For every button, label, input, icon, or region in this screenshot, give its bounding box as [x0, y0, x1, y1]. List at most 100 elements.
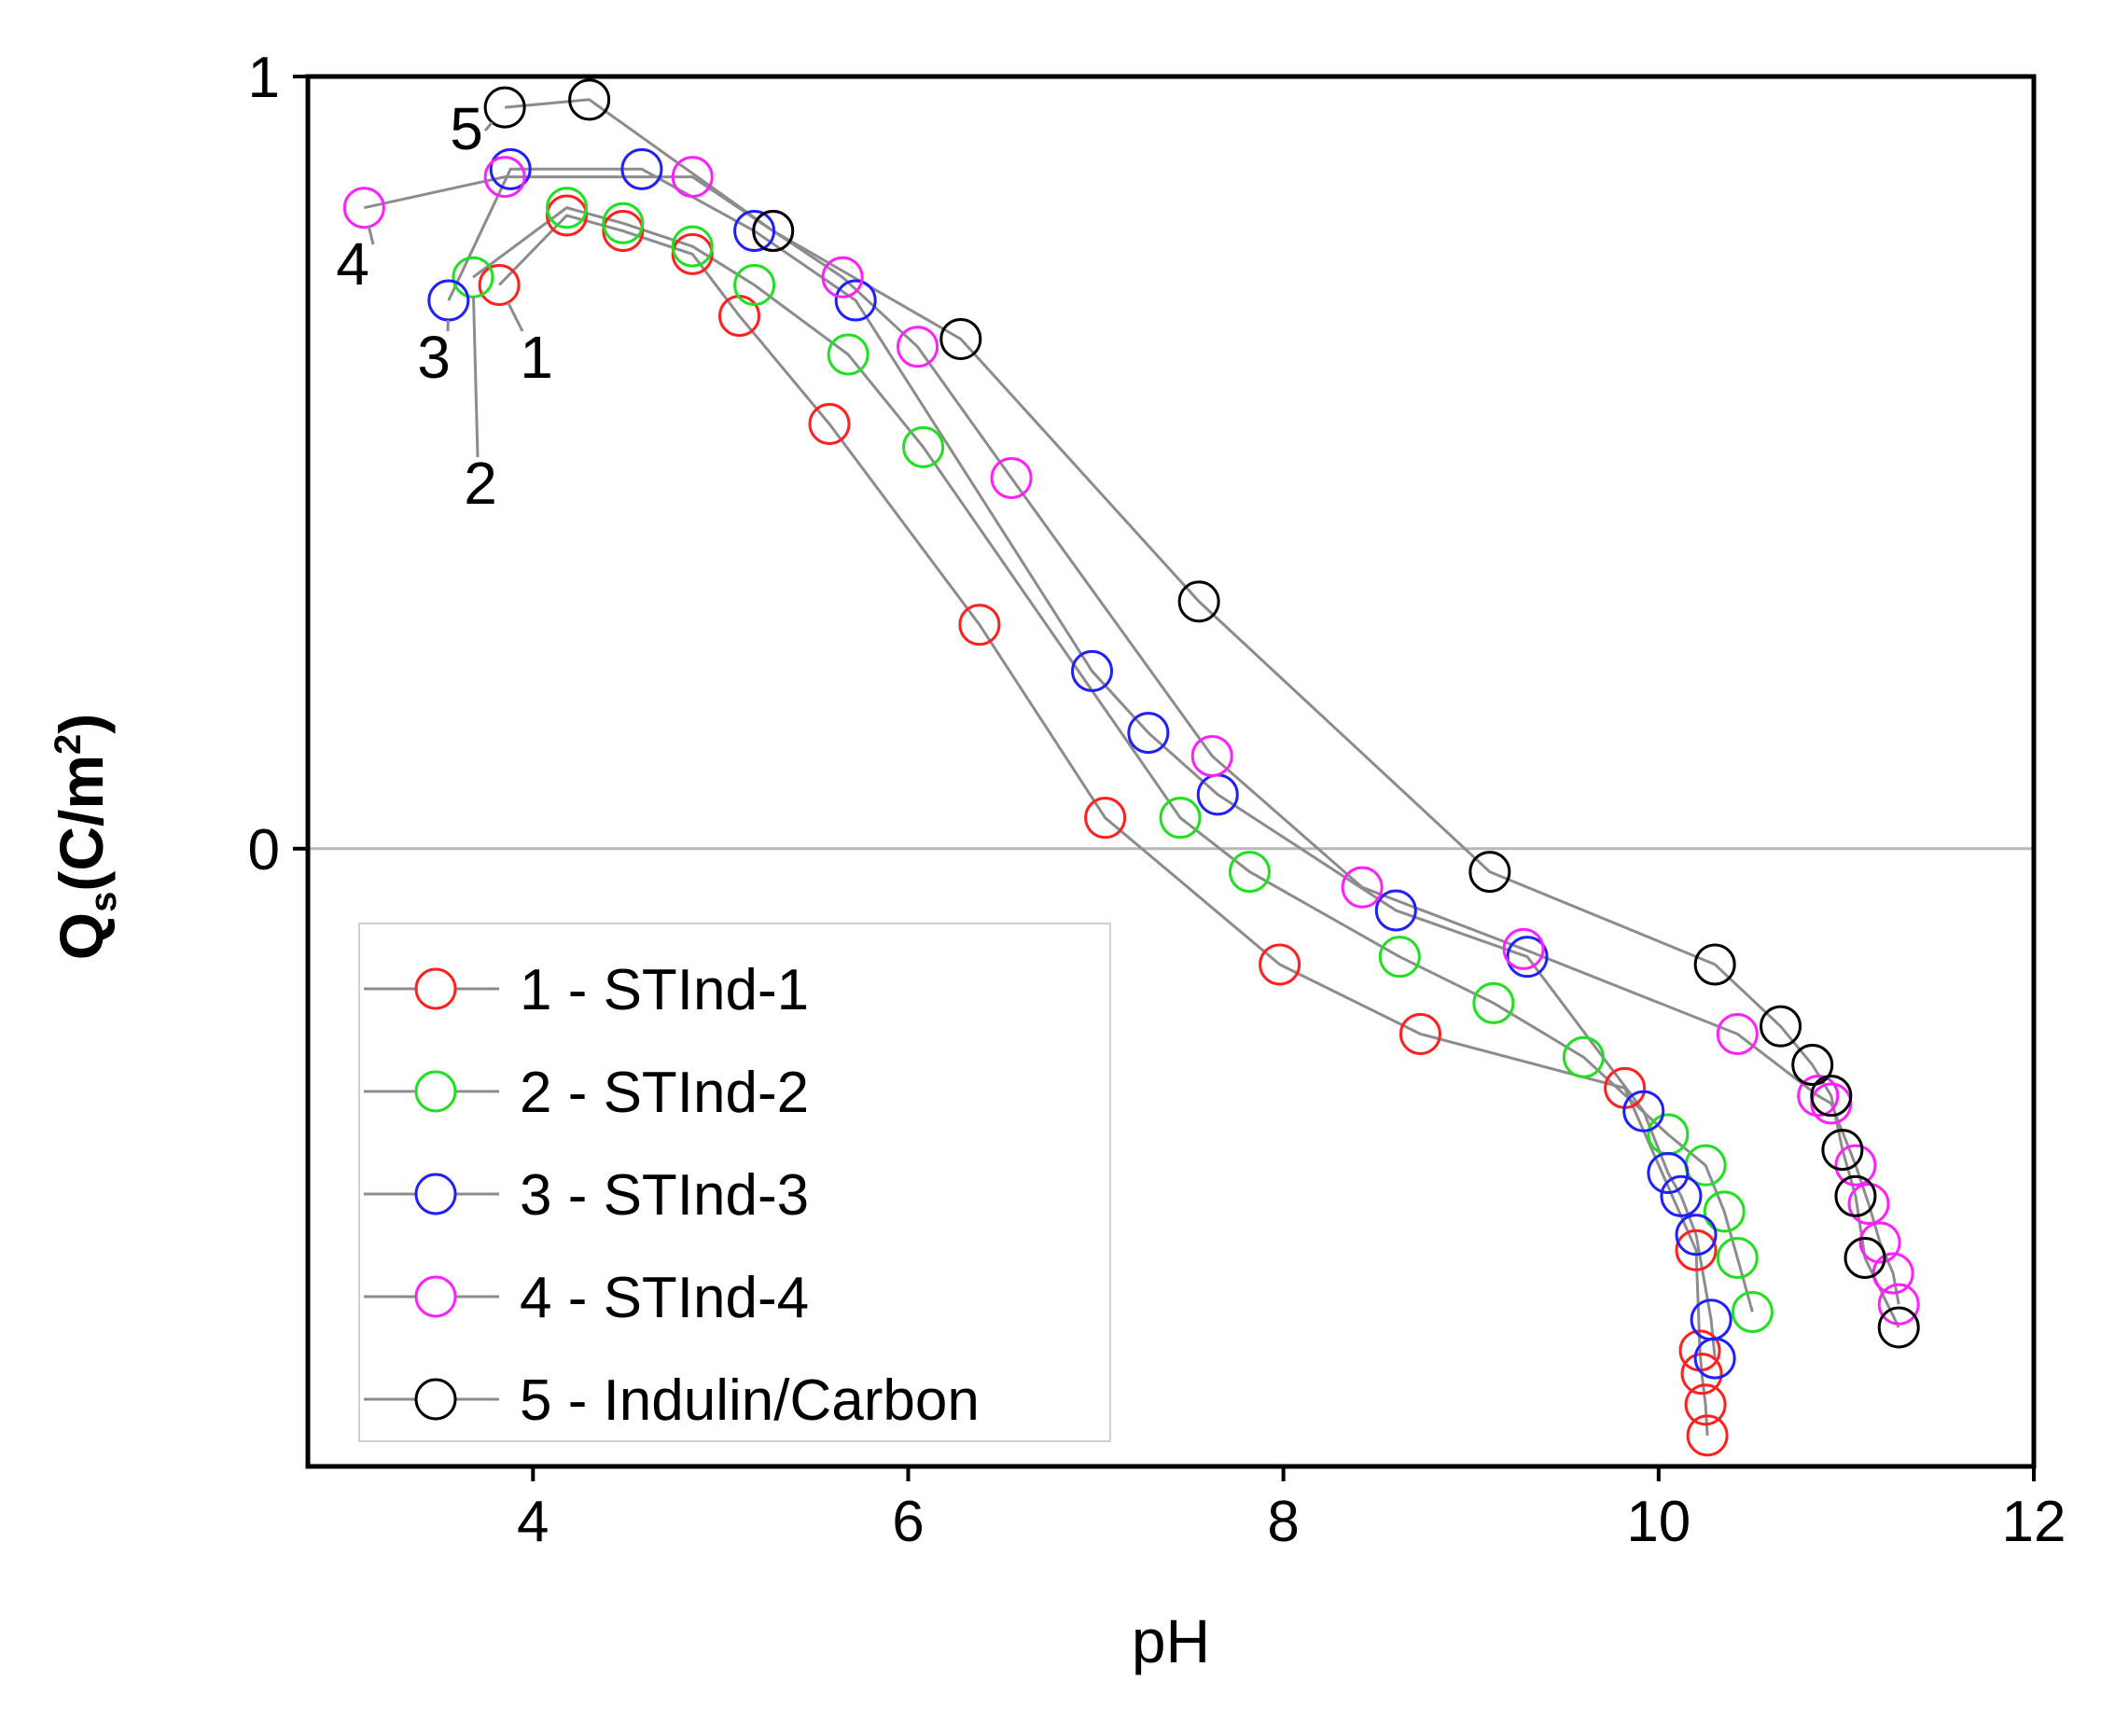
series-2-point [546, 187, 588, 229]
series-4-point [483, 156, 526, 199]
x-tick-label-8: 8 [1267, 1490, 1299, 1554]
series-1-point [1684, 1383, 1727, 1426]
series-3-point [427, 279, 470, 322]
series-4-point [1341, 866, 1384, 909]
legend-label-5: 5 - Indulin/Carbon [520, 1368, 980, 1433]
series-5-point [1810, 1075, 1853, 1118]
curve-label-1: 1 [520, 324, 553, 391]
series-2-point [1378, 936, 1421, 979]
series-5-point [752, 210, 795, 253]
x-tick-label-12: 12 [2002, 1490, 2066, 1554]
curve-label-5: 5 [450, 95, 483, 162]
series-1-point [1686, 1414, 1729, 1457]
series-3-point [489, 147, 532, 190]
series-1-point [602, 210, 645, 253]
x-tick-label-4: 4 [517, 1490, 549, 1554]
series-2-point [902, 425, 945, 468]
series-3-point [834, 279, 877, 322]
series-1-line [498, 214, 1709, 1436]
legend-marker-4 [414, 1275, 457, 1318]
legend-label-3: 3 - STInd-3 [520, 1163, 809, 1228]
series-3-point [1622, 1090, 1665, 1132]
series-3-point [620, 147, 663, 190]
series-3-point [1071, 649, 1114, 692]
x-tick-label-6: 6 [892, 1490, 924, 1554]
series-5-point [1877, 1306, 1920, 1349]
legend-marker-1 [414, 967, 457, 1010]
series-4-point [1834, 1144, 1877, 1187]
curve-label-1-leader [507, 301, 524, 332]
curve-label-4-leader [367, 226, 375, 245]
series-1-point [478, 264, 521, 306]
series-1-point [1259, 943, 1301, 986]
series-3-point [1647, 1151, 1690, 1194]
curve-label-3: 3 [417, 324, 451, 391]
plot-frame [305, 74, 2037, 1469]
series-4-point [1871, 1252, 1914, 1295]
series-5-point [1791, 1044, 1834, 1087]
y-tick-label-1: 1 [248, 46, 280, 110]
series-4-point [897, 326, 939, 368]
series-markers-layer [342, 78, 1920, 1457]
legend-marker-5 [414, 1378, 457, 1421]
series-2-point [602, 201, 645, 244]
y-axis-title-main: Q [47, 912, 116, 960]
legend-label-2: 2 - STInd-2 [520, 1061, 809, 1125]
series-3-point [1660, 1174, 1703, 1217]
y-tick-label-0: 0 [248, 818, 280, 882]
series-5-point [1834, 1174, 1877, 1217]
curve-label-4: 4 [336, 230, 369, 298]
series-1-point [671, 232, 714, 275]
legend: 1 - STInd-1 2 - STInd-2 3 - STInd-3 4 - STI… [358, 923, 1111, 1442]
series-1-point [1680, 1353, 1723, 1396]
series-3-point [733, 210, 776, 253]
series-3-point [1127, 712, 1170, 755]
series-5-point [568, 78, 611, 121]
series-5-point [483, 86, 526, 129]
series-5-point [939, 317, 982, 360]
series-4-point [1847, 1183, 1890, 1226]
series-2-point [1472, 981, 1515, 1024]
series-5-line [504, 98, 1900, 1328]
series-1-point [1675, 1229, 1718, 1271]
series-5-point [1821, 1129, 1864, 1172]
series-2-point [1159, 797, 1202, 840]
series-5-point [1844, 1237, 1886, 1279]
series-5-point [1468, 851, 1511, 894]
legend-label-1: 1 - STInd-1 [520, 958, 809, 1022]
series-4-point [1502, 927, 1545, 970]
curve-label-2: 2 [464, 450, 497, 517]
series-4-point [671, 156, 714, 199]
legend-marker-2 [414, 1070, 457, 1113]
series-4-point [1810, 1082, 1853, 1125]
series-2-point [452, 256, 494, 299]
series-1-point [546, 194, 588, 237]
series-1-point [1084, 797, 1127, 840]
series-1-point [1398, 1012, 1441, 1055]
curve-label-2-leader [472, 297, 480, 458]
series-2-point [1562, 1035, 1605, 1078]
legend-box [358, 923, 1111, 1442]
series-2-point [1731, 1290, 1774, 1333]
y-axis-title-unit: (C/m [47, 755, 116, 892]
x-tick-label-10: 10 [1626, 1490, 1691, 1554]
series-3-point [1374, 889, 1417, 932]
series-3-point [1693, 1337, 1736, 1380]
series-2-point [827, 333, 870, 376]
series-2-point [1716, 1237, 1759, 1279]
y-axis-title-unit-close: ) [47, 714, 116, 734]
series-4-point [1190, 734, 1233, 777]
series-4-point [1797, 1075, 1840, 1118]
curve-label-5-leader [483, 121, 494, 132]
series-1-point [958, 604, 1001, 646]
series-2-point [1703, 1190, 1746, 1233]
series-5-point [1693, 943, 1736, 986]
y-axis-title-unit-power: 2 [48, 734, 89, 755]
y-axis-title-subscript: s [83, 892, 124, 912]
y-axis-title: Qs(C/m2) [47, 714, 124, 961]
series-4-point [1877, 1283, 1920, 1326]
series-2-line [472, 206, 1754, 1312]
